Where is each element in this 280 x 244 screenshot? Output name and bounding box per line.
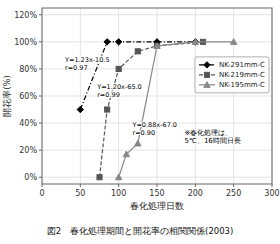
grid-line — [42, 14, 272, 15]
point — [115, 174, 121, 180]
plot-frame — [42, 8, 272, 184]
legend-marker — [204, 72, 209, 77]
point — [115, 39, 121, 45]
plot-area — [42, 8, 272, 184]
point — [192, 39, 198, 45]
legend: NK-291mm-C NK-219mm-C NK-195mm-C — [195, 57, 269, 93]
annotation: ※春化処理は、5℃、16時間日長 — [185, 129, 241, 146]
annotation: Y=0.88x-67.0r=0.90 — [131, 121, 177, 137]
tick-label: 100% — [14, 38, 37, 47]
point — [192, 39, 198, 45]
tick-label: 0 — [39, 189, 44, 198]
annotation-line: r=0.90 — [132, 129, 155, 137]
point — [97, 175, 102, 180]
title: 図2 春化処理期間と開花率の相関関係(2003) — [47, 226, 234, 236]
legend-label: NK-219mm-C — [219, 71, 265, 79]
tick-label: 300 — [264, 189, 279, 198]
series-line — [80, 42, 195, 110]
point — [104, 39, 110, 45]
x-axis-label: 春化処理日数 — [130, 201, 184, 211]
legend-box — [195, 57, 269, 93]
annotation-line: Y=1.23x-10.5 — [64, 56, 110, 64]
legend-label: NK-195mm-C — [219, 81, 265, 89]
annotation-line: r=0.99 — [97, 91, 120, 99]
point — [116, 66, 121, 71]
point — [123, 151, 129, 157]
point — [135, 49, 140, 54]
point — [135, 140, 141, 146]
point — [77, 106, 83, 112]
tick-label: 250 — [226, 189, 241, 198]
annotation-line: 5℃、16時間日長 — [185, 137, 241, 145]
tick-label: 0% — [24, 173, 37, 182]
tick-label: 50 — [75, 189, 85, 198]
tick-label: 60% — [19, 92, 37, 101]
point — [230, 39, 236, 45]
annotation-line: Y=0.88x-67.0 — [131, 121, 177, 129]
series-line — [100, 42, 204, 177]
tick-label: 80% — [19, 65, 37, 74]
legend-label: NK-291mm-C — [219, 61, 265, 69]
tick-label: 150 — [149, 189, 164, 198]
annotation-line: Y=1.20x-65.0 — [96, 83, 142, 91]
annotation: Y=1.23x-10.5r=0.97 — [64, 56, 110, 72]
annotation: Y=1.20x-65.0r=0.99 — [96, 83, 142, 99]
grid-line — [42, 150, 272, 151]
point — [154, 43, 160, 49]
grid-line — [42, 177, 272, 178]
tick-label: 40% — [19, 119, 37, 128]
annotation-line: ※春化処理は、 — [185, 129, 233, 137]
legend-marker — [204, 82, 210, 88]
point — [154, 43, 159, 48]
tick-label: 200 — [188, 189, 203, 198]
y-axis-label: 開花率(%) — [2, 75, 12, 117]
grid-line — [42, 96, 272, 97]
point — [105, 107, 110, 112]
tick-label: 120% — [14, 11, 37, 20]
grid — [42, 8, 272, 184]
annotation-line: r=0.97 — [65, 64, 88, 72]
legend-marker — [204, 62, 210, 68]
chart: 0 50 100 150 200 250 300 0% 20% 40% 60% 80% 100% 120%… — [0, 0, 280, 244]
tick-label: 20% — [19, 146, 37, 155]
tick-label: 100 — [111, 189, 126, 198]
